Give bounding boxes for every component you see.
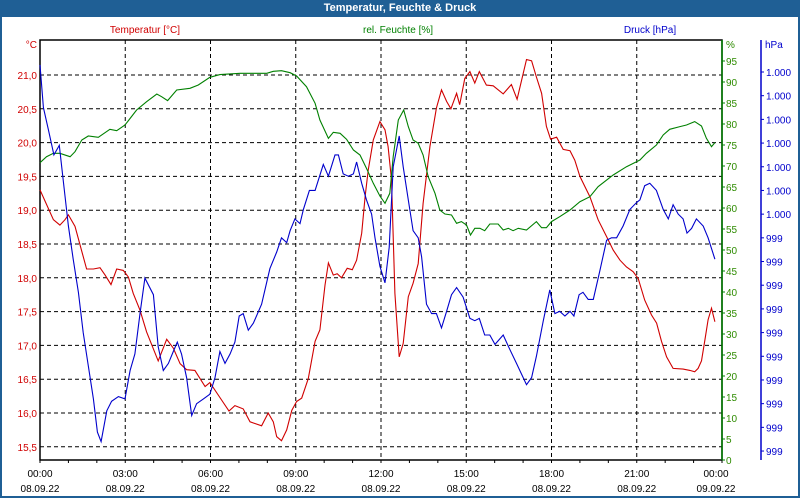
temperature-tick-label: 18,5 <box>18 240 38 251</box>
legend-entry-humidity: rel. Feuchte [%] <box>363 25 433 36</box>
humidity-tick-label: 55 <box>726 225 738 236</box>
humidity-tick-label: 40 <box>726 288 738 299</box>
humidity-tick-label: 5 <box>726 435 732 446</box>
humidity-tick-label: 20 <box>726 372 738 383</box>
x-tick-date: 08.09.22 <box>532 484 571 495</box>
humidity-tick-label: 15 <box>726 393 738 404</box>
humidity-tick-label: 75 <box>726 141 738 152</box>
humidity-tick-label: 80 <box>726 120 738 131</box>
pressure-tick-label: 1.000 <box>766 92 791 103</box>
x-tick-date: 08.09.22 <box>617 484 656 495</box>
humidity-tick-label: 65 <box>726 183 738 194</box>
pressure-tick-label: 999 <box>766 352 783 363</box>
temperature-tick-label: 19,0 <box>18 206 38 217</box>
temperature-tick-label: 20,0 <box>18 139 38 150</box>
humidity-tick-label: 45 <box>726 267 738 278</box>
pressure-tick-label: 1.000 <box>766 68 791 79</box>
x-tick-time: 09:00 <box>283 469 308 480</box>
humidity-tick-label: 95 <box>726 57 738 68</box>
x-tick-time: 21:00 <box>624 469 649 480</box>
legend-entry-temperature: Temperatur [°C] <box>110 25 180 36</box>
humidity-tick-label: 10 <box>726 414 738 425</box>
pressure-tick-label: 999 <box>766 376 783 387</box>
pressure-tick-label: 999 <box>766 305 783 316</box>
humidity-tick-label: 0 <box>726 456 732 467</box>
humidity-tick-label: 85 <box>726 99 738 110</box>
temperature-tick-label: 16,5 <box>18 375 38 386</box>
x-tick-date: 08.09.22 <box>191 484 230 495</box>
pressure-tick-label: 999 <box>766 400 783 411</box>
pressure-tick-label: 999 <box>766 447 783 458</box>
x-tick-time: 06:00 <box>198 469 223 480</box>
legend-entry-pressure: Druck [hPa] <box>624 25 676 36</box>
x-tick-date: 08.09.22 <box>276 484 315 495</box>
humidity-tick-label: 30 <box>726 330 738 341</box>
x-tick-date: 08.09.22 <box>106 484 145 495</box>
pressure-tick-label: 999 <box>766 258 783 269</box>
temperature-tick-label: 20,5 <box>18 105 38 116</box>
pressure-tick-label: 1.000 <box>766 163 791 174</box>
window-title: Temperatur, Feuchte & Druck <box>0 0 800 17</box>
temperature-tick-label: 15,5 <box>18 443 38 454</box>
humidity-tick-label: 90 <box>726 78 738 89</box>
pressure-tick-label: 1.000 <box>766 115 791 126</box>
x-tick-date: 08.09.22 <box>362 484 401 495</box>
pressure-tick-label: 999 <box>766 423 783 434</box>
temperature-unit: °C <box>26 40 37 51</box>
pressure-tick-label: 999 <box>766 234 783 245</box>
x-tick-date: 08.09.22 <box>447 484 486 495</box>
humidity-series-line <box>39 70 716 237</box>
x-tick-date: 09.09.22 <box>697 484 736 495</box>
x-tick-time: 00:00 <box>27 469 52 480</box>
temperature-tick-label: 17,0 <box>18 341 38 352</box>
humidity-unit: % <box>726 40 735 51</box>
humidity-tick-label: 35 <box>726 309 738 320</box>
x-tick-time: 15:00 <box>454 469 479 480</box>
humidity-tick-label: 25 <box>726 351 738 362</box>
temperature-tick-label: 18,0 <box>18 274 38 285</box>
temperature-tick-label: 19,5 <box>18 172 38 183</box>
pressure-tick-label: 999 <box>766 281 783 292</box>
pressure-tick-label: 999 <box>766 329 783 340</box>
temperature-tick-label: 21,0 <box>18 71 38 82</box>
humidity-tick-label: 50 <box>726 246 738 257</box>
temperature-tick-label: 17,5 <box>18 308 38 319</box>
x-tick-time: 00:00 <box>703 469 728 480</box>
x-tick-time: 18:00 <box>539 469 564 480</box>
pressure-tick-label: 1.000 <box>766 139 791 150</box>
x-tick-time: 03:00 <box>113 469 138 480</box>
pressure-tick-label: 1.000 <box>766 186 791 197</box>
temperature-tick-label: 16,0 <box>18 409 38 420</box>
x-tick-time: 12:00 <box>368 469 393 480</box>
humidity-tick-label: 60 <box>726 204 738 215</box>
x-tick-date: 08.09.22 <box>21 484 60 495</box>
pressure-unit: hPa <box>765 40 783 51</box>
pressure-series-line <box>39 64 716 444</box>
pressure-tick-label: 1.000 <box>766 210 791 221</box>
humidity-tick-label: 70 <box>726 162 738 173</box>
